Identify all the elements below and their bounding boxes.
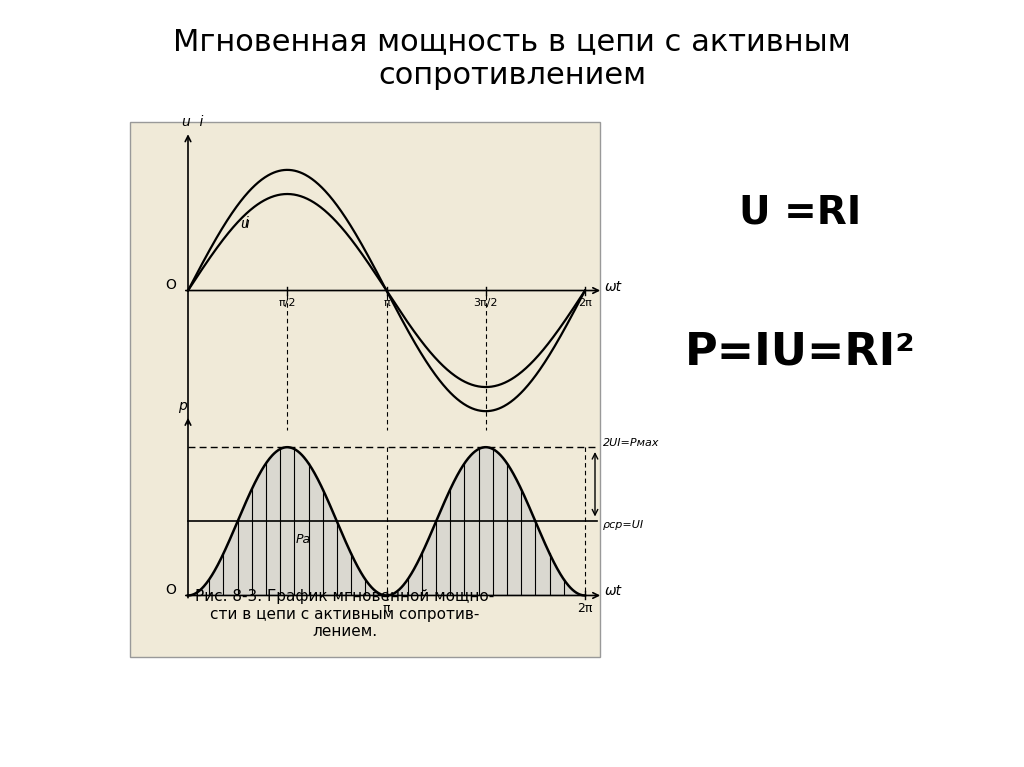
Text: 3π/2: 3π/2 [473,298,498,308]
Text: 2π: 2π [579,298,592,308]
Text: 2UI=Pмах: 2UI=Pмах [603,438,659,448]
Text: π: π [383,298,390,308]
Text: p: p [177,399,186,413]
Polygon shape [387,447,585,595]
Text: ρср=UI: ρср=UI [603,520,644,530]
Text: O: O [165,278,176,291]
Text: u  i: u i [182,115,204,130]
Text: ωt: ωt [605,584,623,598]
Text: π/2: π/2 [279,298,296,308]
Text: i: i [245,216,249,230]
Text: P=IU=RI²: P=IU=RI² [685,331,915,374]
Bar [130,122,600,657]
Text: π: π [383,602,390,615]
Text: Pа: Pа [295,532,310,545]
Text: Мгновенная мощность в цепи с активным
сопротивлением: Мгновенная мощность в цепи с активным со… [173,27,851,90]
Text: O: O [165,584,176,597]
Text: ωt: ωt [605,279,623,294]
Text: Рис. 8-3. График мгновенной мощно-
сти в цепи с активным сопротив-
лением.: Рис. 8-3. График мгновенной мощно- сти в… [196,589,495,639]
Text: u: u [240,217,249,231]
Text: U =RI: U =RI [739,193,861,231]
Text: 2π: 2π [578,602,593,615]
Polygon shape [188,447,386,595]
